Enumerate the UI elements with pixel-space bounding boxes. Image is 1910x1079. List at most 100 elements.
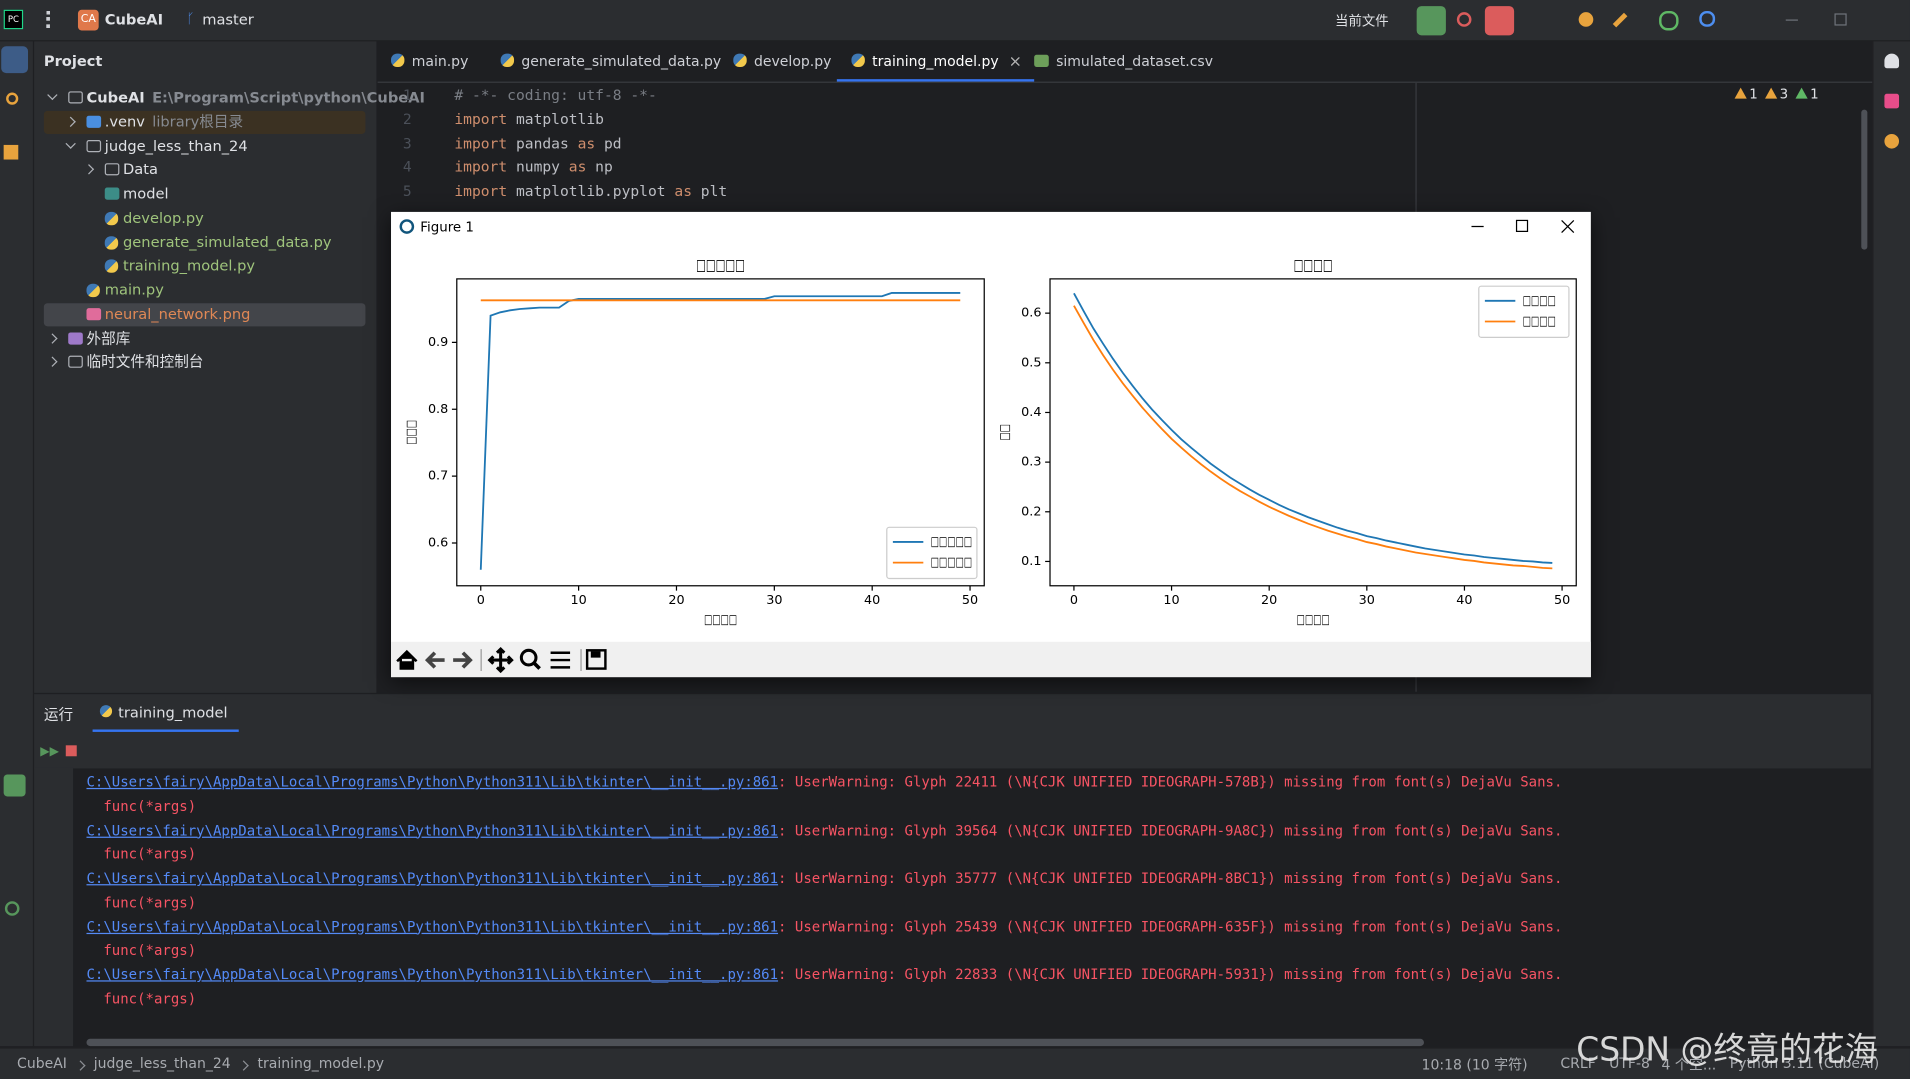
- code-token: np: [586, 158, 613, 176]
- y-tick-label: 0.2: [1021, 504, 1041, 519]
- y-axis-label: □□: [997, 424, 1012, 441]
- console-link[interactable]: C:\Users\fairy\AppData\Local\Programs\Py…: [86, 821, 779, 839]
- zoom-button[interactable]: [519, 648, 541, 670]
- tree-row[interactable]: training_model.py: [44, 255, 366, 278]
- legend-label: □□□□: [1523, 293, 1556, 308]
- breadcrumb[interactable]: CubeAI: [17, 1054, 67, 1072]
- inspection-icon: [1795, 87, 1808, 99]
- maximize[interactable]: [1834, 13, 1847, 26]
- status-bar: [0, 1047, 1910, 1079]
- commit-tool[interactable]: [6, 92, 19, 105]
- breadcrumb[interactable]: training_model.py: [257, 1054, 385, 1072]
- code-line: import matplotlib.pyplot as plt: [454, 183, 727, 200]
- code-with-me[interactable]: [1578, 12, 1594, 27]
- services-tool[interactable]: [4, 901, 20, 916]
- editor-tab[interactable]: simulated_dataset.csv: [1020, 41, 1228, 81]
- tools-button[interactable]: [1612, 12, 1628, 28]
- run-button[interactable]: [1416, 6, 1446, 36]
- inspection-number: 1: [1810, 86, 1819, 103]
- app-logo[interactable]: PC: [3, 9, 24, 30]
- tab-icon: [391, 53, 405, 67]
- structure-tool[interactable]: [3, 144, 19, 160]
- tree-row[interactable]: model: [44, 183, 366, 206]
- x-tick-label: 30: [1359, 593, 1375, 608]
- tree-note: library根目录: [152, 112, 244, 131]
- tree-row[interactable]: develop.py: [44, 207, 366, 230]
- run-config[interactable]: 当前文件: [1335, 13, 1389, 30]
- tab-label: simulated_dataset.csv: [1056, 52, 1214, 70]
- stop-run-button[interactable]: [65, 745, 77, 757]
- close[interactable]: [1561, 219, 1575, 234]
- debug-button[interactable]: [1456, 12, 1472, 27]
- tree-label: neural_network.png: [104, 305, 251, 323]
- y-tick-label: 0.1: [1021, 554, 1041, 569]
- breadcrumb[interactable]: judge_less_than_24: [93, 1054, 231, 1072]
- tab-label: generate_simulated_data.py: [521, 52, 722, 70]
- tree-row[interactable]: main.py: [44, 279, 366, 302]
- project-panel-title[interactable]: Project: [43, 52, 103, 70]
- tree-icon: [68, 331, 83, 345]
- chart-title: □□□□□: [696, 255, 745, 274]
- tree-label: develop.py: [123, 209, 204, 227]
- branch-switcher[interactable]: master: [202, 10, 254, 29]
- tree-row[interactable]: CubeAI E:\Program\Script\python\CubeAI: [44, 86, 425, 109]
- caret-position[interactable]: 10:18 (10 字符): [1421, 1055, 1528, 1073]
- run-tool[interactable]: [3, 774, 26, 797]
- search-button[interactable]: [1699, 10, 1716, 27]
- console-link[interactable]: C:\Users\fairy\AppData\Local\Programs\Py…: [86, 965, 779, 983]
- editor-tab[interactable]: training_model.py: [836, 41, 1035, 82]
- file-encoding[interactable]: UTF-8: [1609, 1054, 1650, 1072]
- minimize[interactable]: [1785, 19, 1798, 21]
- forward-button[interactable]: [453, 651, 473, 669]
- configure-button[interactable]: [550, 651, 571, 669]
- back-button[interactable]: [424, 651, 445, 669]
- inspection-count: 3: [1765, 86, 1788, 102]
- tree-icon: [86, 139, 102, 152]
- line-separator[interactable]: CRLF: [1560, 1054, 1596, 1072]
- run-tab[interactable]: training_model: [118, 703, 228, 721]
- tree-row[interactable]: .venv library根目录: [43, 110, 366, 134]
- ai-assistant[interactable]: [1659, 10, 1679, 31]
- main-menu[interactable]: [46, 10, 53, 29]
- console-scrollbar: [86, 1038, 1424, 1047]
- project-tool[interactable]: [1, 46, 29, 74]
- tree-label: judge_less_than_24: [104, 137, 248, 155]
- tree-row[interactable]: neural_network.png: [43, 302, 366, 327]
- editor-tab[interactable]: generate_simulated_data.py: [486, 41, 736, 81]
- tree-row[interactable]: 外部库: [44, 327, 366, 350]
- notifications[interactable]: [1884, 53, 1900, 69]
- database-tool[interactable]: [1884, 133, 1900, 149]
- maximize[interactable]: [1515, 219, 1529, 232]
- console-line: C:\Users\fairy\AppData\Local\Programs\Py…: [86, 821, 1562, 838]
- console-link[interactable]: C:\Users\fairy\AppData\Local\Programs\Py…: [86, 869, 779, 887]
- interpreter[interactable]: Python 3.11 (CubeAI): [1729, 1054, 1880, 1072]
- console-link[interactable]: C:\Users\fairy\AppData\Local\Programs\Py…: [86, 773, 779, 791]
- figure-title: Figure 1: [420, 219, 474, 236]
- console-link[interactable]: C:\Users\fairy\AppData\Local\Programs\Py…: [86, 917, 779, 935]
- tab-close[interactable]: [1010, 57, 1020, 66]
- run-panel-title: 运行: [43, 706, 74, 724]
- inspection-widget[interactable]: 1 3 1: [1734, 86, 1826, 103]
- tree-row[interactable]: Data: [44, 159, 366, 182]
- stop-button[interactable]: [1484, 6, 1515, 36]
- project-switcher[interactable]: CubeAI: [104, 10, 164, 29]
- editor-tab[interactable]: develop.py: [719, 41, 846, 81]
- save-button[interactable]: [585, 649, 607, 670]
- tree-row[interactable]: generate_simulated_data.py: [44, 231, 366, 254]
- editor-tab[interactable]: main.py: [376, 41, 483, 81]
- indent[interactable]: 4 个空...: [1661, 1055, 1717, 1073]
- rerun-button[interactable]: ▶▶: [40, 745, 59, 759]
- tree-row[interactable]: judge_less_than_24: [44, 135, 366, 158]
- x-tick-label: 30: [766, 593, 782, 608]
- home-button[interactable]: [396, 649, 418, 670]
- plugin-tool[interactable]: [1884, 93, 1900, 109]
- code-token: import: [454, 134, 508, 152]
- pan-button[interactable]: [487, 646, 514, 674]
- tree-label: model: [123, 185, 169, 203]
- code-line: import matplotlib: [454, 111, 604, 128]
- code-token: import: [454, 110, 508, 128]
- code-editor[interactable]: 1 # -*- coding: utf-8 -*- 2 import matplotl…: [0, 0, 1462, 207]
- x-tick-label: 10: [570, 593, 586, 608]
- tree-row[interactable]: 临时文件和控制台: [44, 351, 366, 374]
